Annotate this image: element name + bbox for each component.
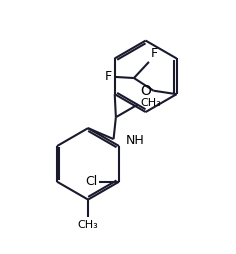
Text: F: F [151, 46, 158, 60]
Text: Cl: Cl [85, 175, 97, 188]
Text: O: O [140, 84, 151, 98]
Text: CH₃: CH₃ [78, 220, 98, 230]
Text: NH: NH [126, 134, 145, 147]
Text: F: F [105, 70, 112, 83]
Text: CH₃: CH₃ [140, 98, 161, 108]
